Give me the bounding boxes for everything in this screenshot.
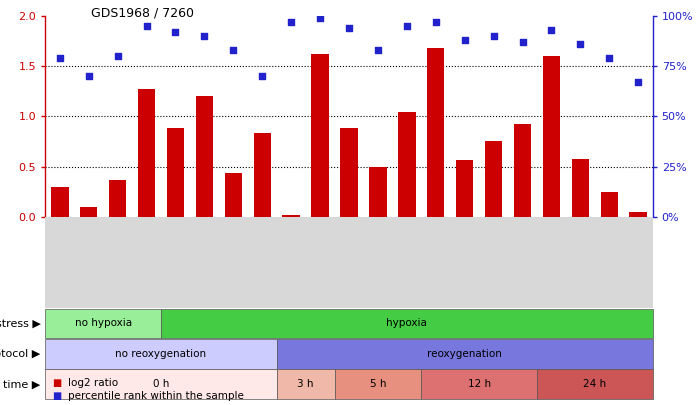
Text: hypoxia: hypoxia <box>387 318 427 328</box>
Point <box>604 55 615 62</box>
Bar <box>51 187 68 217</box>
Text: no hypoxia: no hypoxia <box>75 318 132 328</box>
Bar <box>138 90 155 217</box>
Text: protocol ▶: protocol ▶ <box>0 349 40 359</box>
Point <box>199 33 210 39</box>
Bar <box>341 128 357 217</box>
Text: 0 h: 0 h <box>153 379 169 389</box>
Bar <box>80 207 98 217</box>
Bar <box>514 124 531 217</box>
Bar <box>572 158 589 217</box>
Text: percentile rank within the sample: percentile rank within the sample <box>68 391 244 401</box>
Bar <box>109 179 126 217</box>
Text: ■: ■ <box>52 378 61 388</box>
Point <box>459 37 470 43</box>
Point <box>170 29 181 36</box>
Text: reoxygenation: reoxygenation <box>427 349 502 359</box>
Point <box>83 73 94 79</box>
Bar <box>283 215 300 217</box>
Point <box>372 47 383 53</box>
Text: no reoxygenation: no reoxygenation <box>115 349 207 359</box>
Text: log2 ratio: log2 ratio <box>68 378 119 388</box>
Bar <box>369 166 387 217</box>
Bar <box>398 113 415 217</box>
Point <box>54 55 66 62</box>
Point <box>141 23 152 30</box>
Point <box>228 47 239 53</box>
Text: time ▶: time ▶ <box>3 379 40 389</box>
Point <box>401 23 413 30</box>
Point <box>315 15 326 21</box>
Bar <box>600 192 618 217</box>
Text: 5 h: 5 h <box>370 379 386 389</box>
Bar <box>543 56 560 217</box>
Point <box>285 19 297 26</box>
Text: 24 h: 24 h <box>584 379 607 389</box>
Point <box>343 25 355 32</box>
Point <box>574 41 586 47</box>
Bar <box>195 96 213 217</box>
Point <box>257 73 268 79</box>
Point <box>430 19 441 26</box>
Point <box>488 33 499 39</box>
Bar <box>311 54 329 217</box>
Text: 12 h: 12 h <box>468 379 491 389</box>
Bar <box>456 160 473 217</box>
Bar <box>167 128 184 217</box>
Text: GDS1968 / 7260: GDS1968 / 7260 <box>91 6 194 19</box>
Bar <box>630 212 647 217</box>
Point <box>112 53 124 60</box>
Text: 3 h: 3 h <box>297 379 314 389</box>
Point <box>546 27 557 34</box>
Bar <box>225 173 242 217</box>
Bar <box>427 48 445 217</box>
Bar <box>485 141 503 217</box>
Bar <box>253 134 271 217</box>
Point <box>632 79 644 85</box>
Point <box>517 39 528 45</box>
Text: stress ▶: stress ▶ <box>0 318 40 328</box>
Text: ■: ■ <box>52 391 61 401</box>
